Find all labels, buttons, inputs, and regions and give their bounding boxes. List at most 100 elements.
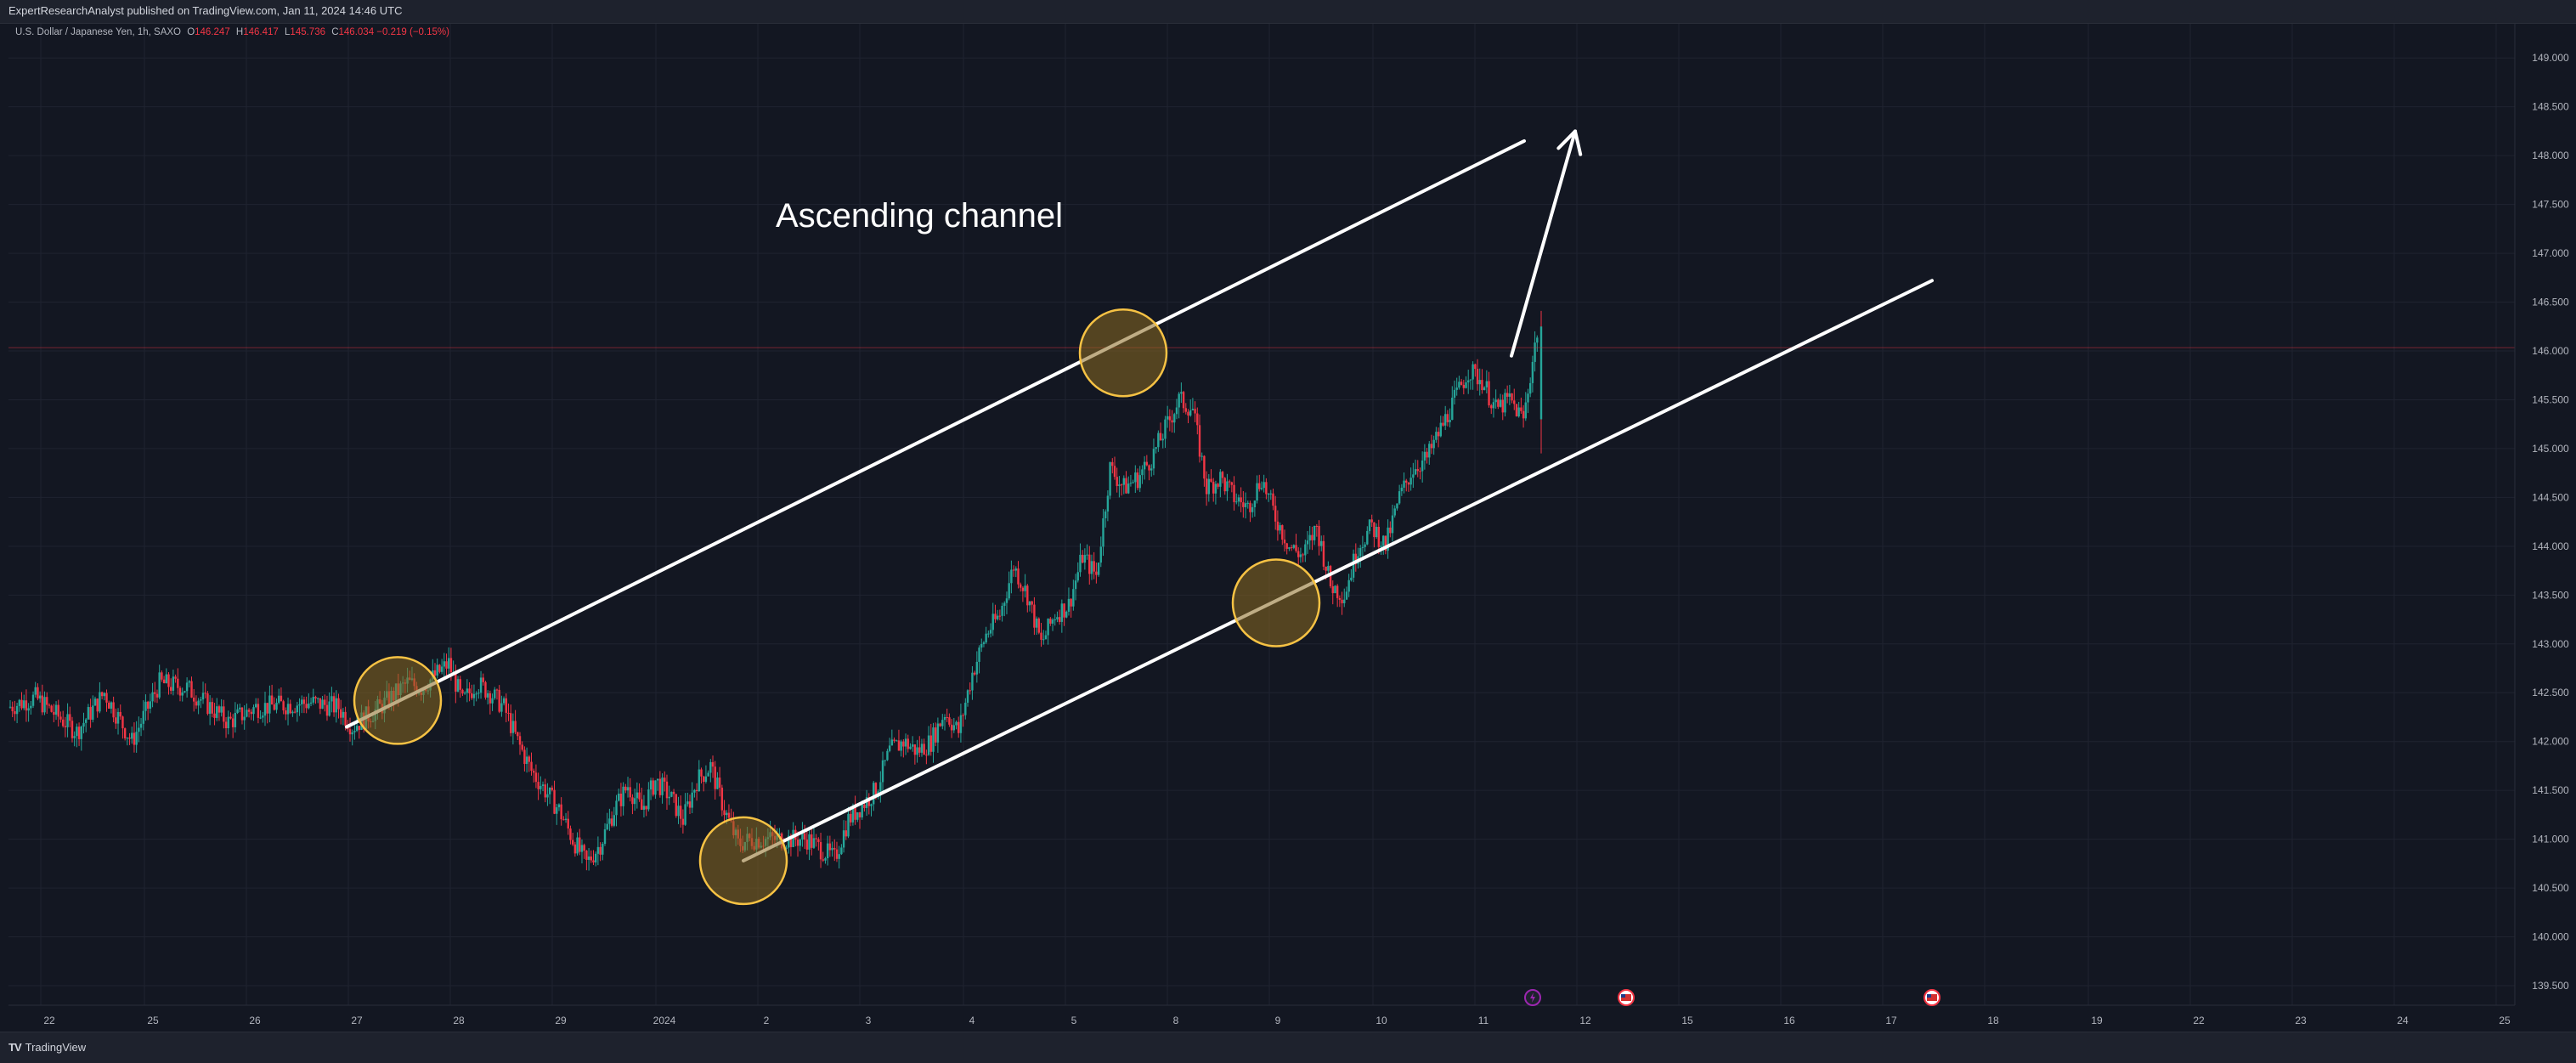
price-chart[interactable]: 139.500 140.000 140.500 141.000 141.500 142.0… — [8, 24, 2576, 1032]
time-tick-label: 25 — [147, 1015, 159, 1026]
candle-body — [523, 749, 526, 765]
candle-body — [946, 717, 948, 719]
candle-body — [693, 789, 696, 793]
candle-body — [353, 731, 356, 732]
candle-body — [1058, 617, 1061, 622]
candle-body — [707, 772, 709, 777]
candle-body — [247, 710, 251, 712]
candle-body — [1501, 399, 1504, 413]
time-axis[interactable]: 22 25 26 27 28 29 2024 2 3 4 5 8 9 10 11 12 15 16 17 18 19 22… — [8, 1004, 2515, 1026]
candle-body — [27, 708, 30, 711]
candle-body — [1219, 472, 1222, 487]
candle-body — [1269, 493, 1272, 495]
candle-body — [1095, 571, 1098, 575]
candle-body — [665, 781, 669, 799]
candle-body — [1302, 554, 1304, 556]
candle-body — [1097, 563, 1100, 575]
candle-body — [980, 643, 983, 648]
candle-body — [1416, 469, 1419, 472]
price-tick-label: 147.000 — [2532, 247, 2569, 259]
candle-body — [43, 697, 46, 713]
candle-body — [344, 711, 347, 727]
highlight-circle[interactable] — [1078, 308, 1168, 398]
candle-body — [154, 692, 156, 694]
candle-body — [656, 778, 659, 781]
candle-body — [1382, 535, 1385, 546]
candle-body — [1086, 554, 1088, 556]
candle-body — [1366, 530, 1369, 545]
time-tick-label: 25 — [2499, 1015, 2511, 1026]
channel-line-lower[interactable] — [742, 279, 1934, 862]
candle-body — [1003, 602, 1006, 606]
chart-area[interactable]: 139.500 140.000 140.500 141.000 141.500 142.0… — [8, 24, 2576, 1032]
candle-body — [240, 707, 244, 721]
highlight-circle[interactable] — [353, 656, 443, 745]
candle-body — [867, 797, 871, 806]
candle-body — [263, 703, 267, 716]
candle-body — [149, 701, 152, 709]
candle-body — [897, 740, 901, 751]
candle-body — [610, 818, 613, 826]
candle-body — [257, 704, 260, 718]
candle-body — [1435, 432, 1438, 440]
time-tick-label: 27 — [351, 1015, 363, 1026]
candle-body — [301, 699, 303, 704]
channel-line-upper[interactable] — [345, 139, 1526, 729]
candle-body — [592, 860, 595, 862]
candle-body — [1336, 585, 1339, 598]
candle-body — [1228, 481, 1231, 483]
candle-body — [475, 693, 477, 695]
candle-body — [275, 703, 278, 710]
candle-body — [1359, 547, 1362, 557]
candle-body — [505, 698, 507, 713]
candle-body — [321, 699, 324, 710]
candle-body — [681, 818, 685, 825]
highlight-circle[interactable] — [698, 816, 788, 906]
candle-body — [1134, 472, 1137, 483]
candle-body — [46, 697, 48, 705]
annotation-text[interactable]: Ascending channel — [776, 197, 1063, 235]
candle-body — [53, 711, 55, 715]
candle-body — [355, 726, 359, 732]
highlight-circle[interactable] — [1231, 558, 1321, 647]
candle-body — [679, 806, 682, 819]
price-axis[interactable]: 139.500 140.000 140.500 141.000 141.500 142.0… — [2514, 24, 2569, 1005]
candle-body — [34, 687, 37, 695]
candle-body — [819, 842, 822, 860]
candle-body — [909, 746, 912, 749]
time-tick-label: 9 — [1275, 1015, 1281, 1026]
flag-stripes-icon — [1927, 994, 1937, 1001]
time-tick-label: 2 — [764, 1015, 770, 1026]
grid — [8, 24, 2515, 1005]
time-tick-label: 2024 — [653, 1015, 676, 1026]
candle-body — [1148, 465, 1150, 471]
tradingview-brand[interactable]: TV TradingView — [8, 1041, 86, 1054]
candle-body — [1104, 511, 1107, 519]
time-tick-label: 29 — [555, 1015, 567, 1026]
candle-body — [1102, 518, 1104, 547]
candle-body — [1214, 483, 1217, 494]
projection-arrow-shaft[interactable] — [1510, 129, 1577, 358]
candle-body — [1150, 468, 1153, 471]
candle-body — [1189, 410, 1192, 416]
candle-body — [1072, 589, 1075, 607]
candle-body — [1267, 494, 1270, 495]
candle-body — [918, 747, 921, 753]
candle-body — [1520, 407, 1522, 411]
candle-body — [649, 780, 652, 790]
projection-arrow-head[interactable] — [1556, 129, 1583, 156]
lightning-bolt-icon — [1530, 992, 1535, 1003]
candle-body — [1485, 381, 1489, 387]
candle-body — [1076, 572, 1079, 581]
candle-body — [647, 789, 650, 810]
candle-body — [200, 699, 202, 701]
event-markers[interactable] — [1524, 989, 1940, 1006]
candle-body — [688, 801, 692, 808]
time-tick-label: 11 — [1478, 1015, 1489, 1026]
candle-body — [178, 687, 182, 696]
candle-body — [201, 693, 205, 700]
candle-body — [1508, 393, 1511, 397]
candle-body — [1375, 527, 1378, 538]
candle-body — [873, 783, 875, 805]
